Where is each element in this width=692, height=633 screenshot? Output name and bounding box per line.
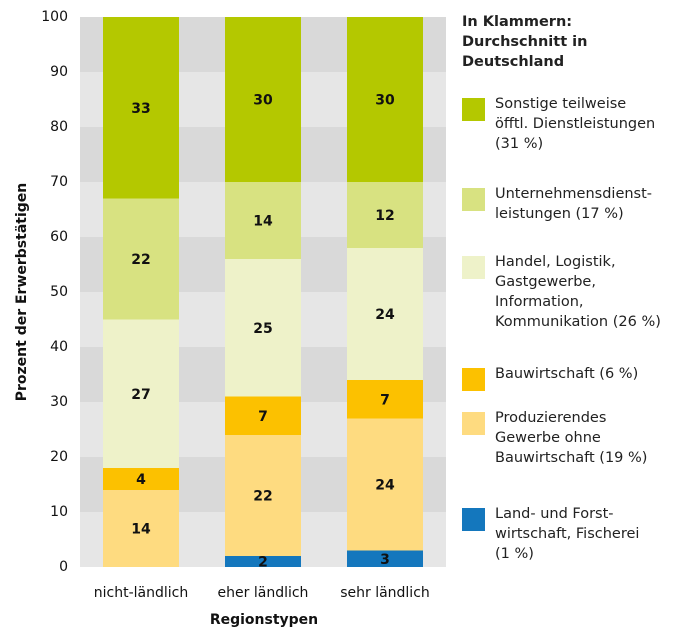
data-label: 4	[136, 472, 146, 488]
bar-segment	[347, 248, 423, 380]
y-tick-label: 10	[50, 504, 68, 520]
data-label: 30	[375, 93, 395, 109]
data-label: 12	[375, 208, 394, 224]
data-label: 33	[131, 101, 150, 117]
bar-segment	[347, 380, 423, 419]
y-tick-label: 50	[50, 284, 68, 300]
data-label: 14	[131, 522, 151, 538]
x-tick-label: nicht-ländlich	[94, 585, 188, 601]
legend-swatch	[462, 508, 485, 531]
legend-label: Bauwirtschaft (6 %)	[495, 366, 639, 382]
y-tick-label: 100	[41, 9, 68, 25]
data-label: 24	[375, 478, 395, 494]
legend-title: In Klammern: Durchschnitt in Deutschland	[462, 14, 588, 70]
bar-segment	[225, 435, 301, 556]
data-label: 3	[380, 552, 390, 568]
bar-segment	[225, 259, 301, 397]
legend-swatch	[462, 98, 485, 121]
x-axis-title: Regionstypen	[210, 612, 318, 628]
legend-label: Produzierendes Gewerbe ohne Bauwirtschaf…	[495, 410, 648, 466]
bar-segment	[347, 182, 423, 248]
bar-segment	[103, 17, 179, 199]
bar-segment	[347, 550, 423, 567]
bar-segment	[225, 182, 301, 259]
data-label: 22	[131, 252, 150, 268]
data-label: 25	[253, 321, 272, 337]
legend-swatch	[462, 368, 485, 391]
data-label: 2	[258, 555, 268, 571]
bar-segment	[225, 396, 301, 435]
bar-segment	[225, 556, 301, 567]
y-tick-label: 20	[50, 449, 68, 465]
legend-swatch	[462, 256, 485, 279]
y-axis-title: Prozent der Erwerbstätigen	[14, 183, 30, 402]
data-label: 14	[253, 214, 273, 230]
data-label: 7	[258, 409, 268, 425]
bar-segment	[347, 418, 423, 551]
legend-label: Unternehmensdienst- leistungen (17 %)	[495, 186, 653, 222]
legend-label: Sonstige teilweise öfftl. Dienstleistung…	[495, 96, 656, 152]
legend-label: Land- und Forst- wirtschaft, Fischerei (…	[495, 506, 640, 562]
y-tick-label: 60	[50, 229, 68, 245]
bar-segment	[225, 17, 301, 182]
legend-swatch	[462, 412, 485, 435]
y-tick-label: 40	[50, 339, 68, 355]
bar-segment	[103, 490, 179, 567]
y-tick-label: 70	[50, 174, 68, 190]
bar-segment	[103, 468, 179, 490]
y-tick-label: 90	[50, 64, 68, 80]
data-label: 27	[131, 387, 150, 403]
bar-segment	[347, 17, 423, 182]
data-label: 30	[253, 93, 273, 109]
bar-segment	[103, 319, 179, 468]
data-label: 7	[380, 392, 390, 408]
legend-swatch	[462, 188, 485, 211]
y-tick-label: 0	[59, 559, 68, 575]
y-tick-label: 80	[50, 119, 68, 135]
data-label: 24	[375, 307, 395, 323]
y-tick-label: 30	[50, 394, 68, 410]
x-tick-label: eher ländlich	[218, 585, 309, 601]
data-label: 22	[253, 489, 272, 505]
bar-segment	[103, 198, 179, 320]
legend-label: Handel, Logistik, Gastgewerbe, Informati…	[495, 254, 661, 330]
x-tick-label: sehr ländlich	[340, 585, 430, 601]
